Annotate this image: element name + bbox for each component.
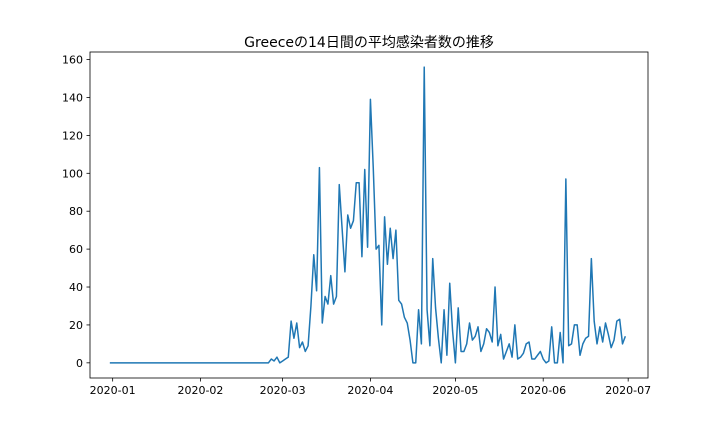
y-tick-label: 0	[76, 357, 83, 370]
axes: 0 20 40 60 80 100 120 140 160 2020-01 2020-02 2020-…	[62, 51, 651, 397]
x-tick-label: 2020-05	[432, 384, 478, 397]
y-tick-label: 140	[62, 91, 83, 104]
plot-frame	[89, 51, 649, 379]
series-line	[109, 66, 627, 364]
x-tick-label: 2020-02	[177, 384, 223, 397]
y-tick-label: 60	[69, 243, 83, 256]
x-tick-label: 2020-07	[605, 384, 651, 397]
plot-area	[109, 66, 627, 364]
x-tick-label: 2020-06	[520, 384, 566, 397]
y-tick-label: 100	[62, 167, 83, 180]
y-tick-label: 160	[62, 54, 83, 67]
chart-title: Greeceの14日間の平均感染者数の推移	[244, 34, 494, 51]
x-tick-label: 2020-01	[90, 384, 136, 397]
y-tick-label: 80	[69, 205, 83, 218]
y-tick-label: 20	[69, 319, 83, 332]
x-tick-label: 2020-03	[260, 384, 306, 397]
y-tick-label: 40	[69, 281, 83, 294]
x-tick-label: 2020-04	[347, 384, 393, 397]
y-tick-label: 120	[62, 129, 83, 142]
